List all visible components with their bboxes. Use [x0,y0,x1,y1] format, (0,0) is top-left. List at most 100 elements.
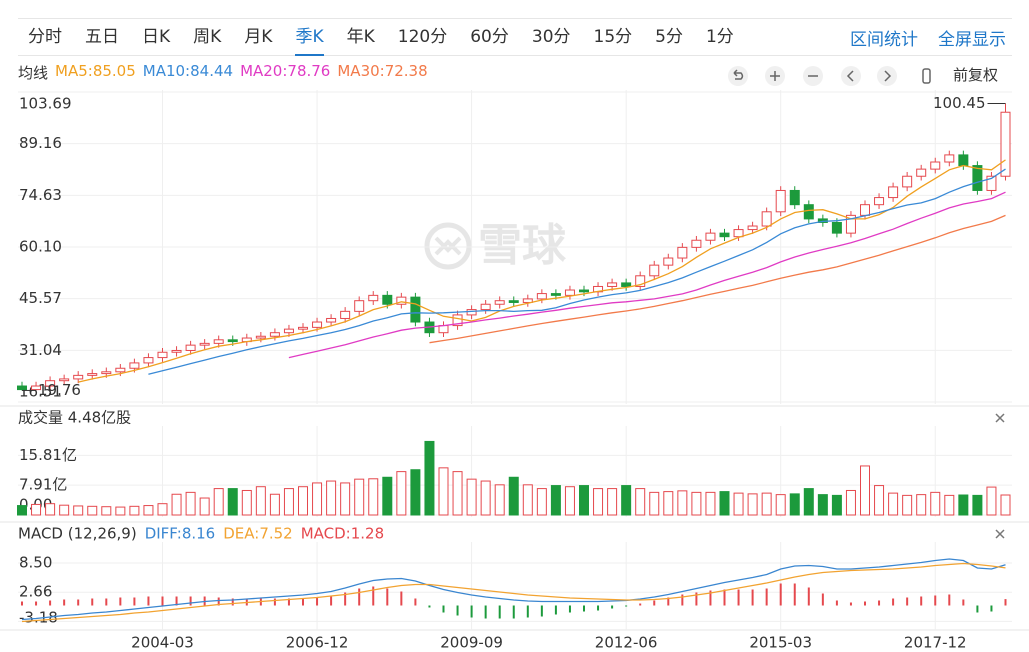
action-button[interactable]: 区间统计 [850,30,918,50]
volume-bar [438,467,449,516]
panel-title: MACD (12,26,9) [18,525,137,543]
volume-bar [241,489,252,516]
volume-bar [410,469,421,516]
icon-button[interactable] [922,68,931,84]
icon-glyph [733,69,744,80]
volume-bar [213,488,224,516]
annotation-label: 19.76 [38,381,81,399]
candle-body [874,197,885,206]
volume-bar [607,488,618,516]
volume-bar [888,492,899,516]
volume-bar [424,440,435,516]
volume-bar [845,489,856,516]
candle-body [438,325,449,334]
volume-bar [958,494,969,516]
volume-bar [593,488,604,516]
candle-body [831,221,842,234]
close-button[interactable] [995,529,1005,539]
period-tab[interactable]: 季K [295,19,324,56]
volume-bar [199,497,210,516]
adjust-button[interactable]: 前复权 [953,66,999,84]
candle-body [213,339,224,344]
period-tab[interactable]: 月K [244,27,273,47]
candle-body [255,335,266,339]
candle-body [480,303,491,311]
icon-button[interactable] [841,66,861,86]
volume-bar [227,488,238,516]
x-tick-label: 2004-03 [131,634,194,652]
volume-bar [663,491,674,516]
candle-body [45,380,56,387]
legend-entry: DIFF:8.16 [145,525,216,543]
period-tab[interactable]: 120分 [397,27,448,47]
volume-bar [944,494,955,516]
period-tab[interactable]: 分时 [28,27,62,47]
candle-body [930,161,941,170]
volume-bar [972,494,983,516]
candle-body [663,257,674,266]
candle-body [775,189,786,213]
x-tick-label: 2017-12 [904,634,967,652]
candle-body [579,289,589,293]
volume-bar [719,491,730,516]
volume-bar [87,505,98,516]
candle-body [677,246,688,259]
volume-bar [494,484,505,516]
volume-bar [283,488,294,516]
candle-body [227,339,238,343]
volume-bar [466,478,477,516]
volume-bar [803,488,814,516]
volume-bar [368,478,379,516]
volume-bar [480,480,491,516]
candle-body [410,296,421,323]
period-tabs: 分时 五日 日K 周K 月K 季K 年K 120分 60分 30分 15分 5分 1分 [28,19,734,56]
period-tab[interactable]: 60分 [470,27,509,47]
watermark-logo [424,222,472,270]
period-tab[interactable]: 年K [346,27,375,47]
volume-bar [171,493,182,516]
period-tab[interactable]: 30分 [531,27,571,47]
candle-body [902,175,913,188]
legend-entry: MA5:85.05 [55,62,136,80]
candle-body [312,321,323,328]
volume-bar [298,486,308,516]
period-tab[interactable]: 1分 [705,27,734,47]
candle-body [761,211,772,227]
close-icon [995,529,1005,539]
close-button[interactable] [995,413,1005,423]
icon-button[interactable] [765,66,785,86]
x-tick-label: 2015-03 [749,634,812,652]
volume-bar [550,485,561,516]
x-tick-label: 2009-09 [440,634,503,652]
action-button[interactable]: 全屏显示 [938,30,1006,50]
volume-bar [73,505,84,516]
period-tab[interactable]: 周K [193,27,222,47]
candle-body [368,294,379,302]
icon-button[interactable] [877,66,897,86]
y-tick-label: 74.63 [19,186,62,204]
period-tab[interactable]: 5分 [655,27,683,47]
period-tab[interactable]: 15分 [593,27,633,47]
volume-bar [579,485,589,516]
candle-body [115,367,126,373]
volume-bar [635,488,646,516]
icon-button[interactable] [728,66,748,86]
volume-bar [129,505,140,516]
candle-body [888,186,899,199]
period-tab[interactable]: 五日 [85,27,119,47]
candle-body [747,225,758,231]
volume-bar [789,493,800,516]
volume-bar [255,486,266,516]
icon-button[interactable] [803,66,823,86]
candle-body [916,168,927,177]
y-tick-label: -3.18 [19,609,58,627]
candle-body [536,293,547,300]
y-tick-label: 60.10 [19,238,62,256]
period-tab[interactable]: 日K [142,27,171,47]
y-tick-label: 7.91亿 [19,476,67,494]
candle-body [508,300,519,303]
volume-bar [761,492,772,516]
candle-body [396,296,407,305]
